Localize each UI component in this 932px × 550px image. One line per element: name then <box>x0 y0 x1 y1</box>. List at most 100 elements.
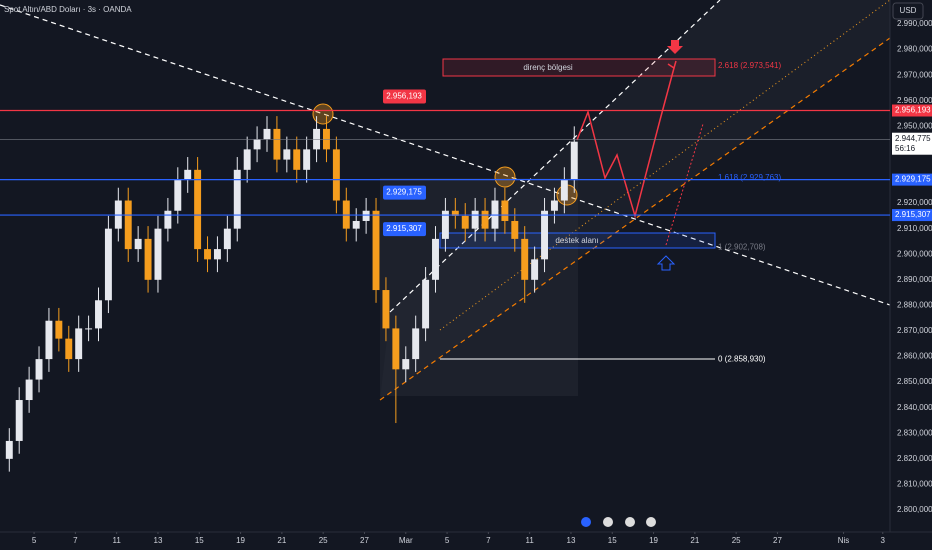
candle-body <box>263 128 271 140</box>
x-tick-label: 7 <box>73 536 78 545</box>
candle-body <box>531 259 539 280</box>
candle-body <box>154 228 162 280</box>
candle-body <box>432 238 439 280</box>
candle-body <box>243 149 251 170</box>
y-tick-label: 2.810,000 <box>897 480 932 489</box>
event-icon <box>646 517 656 527</box>
candle-body <box>352 220 360 229</box>
x-tick-label: Nis <box>838 536 850 545</box>
candle-body <box>303 149 311 170</box>
x-tick-label: 5 <box>445 536 450 545</box>
level-tag: 2.956,193 <box>386 92 422 101</box>
candle-body <box>392 328 400 370</box>
x-tick-label: 15 <box>608 536 617 545</box>
candle-body <box>402 359 410 370</box>
y-tick-label: 2.880,000 <box>897 300 932 309</box>
fib-label: 1 (2.902,708) <box>718 242 766 251</box>
drawings <box>0 0 891 527</box>
candle-body <box>5 440 13 459</box>
x-tick-label: 11 <box>526 536 535 545</box>
candle-body <box>134 238 142 250</box>
y-tick-label: 2.950,000 <box>897 121 932 130</box>
candle-body <box>55 320 63 339</box>
y-tick-label: 2.890,000 <box>897 275 932 284</box>
candle-body <box>184 169 192 181</box>
y-tick-label: 2.840,000 <box>897 403 932 412</box>
y-tick-label: 2.830,000 <box>897 428 932 437</box>
currency-button[interactable] <box>892 2 924 20</box>
x-tick-label: 19 <box>649 536 658 545</box>
x-tick-label: 27 <box>773 536 782 545</box>
candle-body <box>194 169 202 250</box>
level-tag-bg <box>383 222 426 237</box>
candle-body <box>481 210 489 229</box>
candle-body <box>313 128 321 150</box>
candle-body <box>560 180 568 201</box>
candle-body <box>253 139 261 150</box>
x-tick-label: 5 <box>32 536 37 545</box>
y-tick-label: 2.850,000 <box>897 377 932 386</box>
x-tick-label: 21 <box>690 536 699 545</box>
price-label: 2.956,193 <box>895 106 931 115</box>
y-tick-label: 2.970,000 <box>897 70 932 79</box>
y-tick-label: 2.800,000 <box>897 505 932 514</box>
candle-body <box>332 149 340 201</box>
candle-body <box>35 359 43 380</box>
candle-body <box>382 290 390 329</box>
candle-body <box>104 228 112 301</box>
touch-circle <box>312 103 334 125</box>
x-tick-label: 15 <box>195 536 204 545</box>
candle-body <box>521 238 529 280</box>
y-tick-label: 2.980,000 <box>897 45 932 54</box>
level-tag: 2.915,307 <box>386 224 422 233</box>
price-label-bg <box>892 209 932 222</box>
candle-body <box>471 210 479 229</box>
candle-body <box>362 210 370 221</box>
level-tag: 2.929,175 <box>386 188 422 197</box>
candle-body <box>570 141 578 181</box>
fib-label: 1.618 (2.929,763) <box>718 173 781 182</box>
x-tick-label: 11 <box>113 536 122 545</box>
candle-body <box>501 200 509 221</box>
projection-arrow <box>667 60 677 70</box>
down-arrow <box>667 40 683 54</box>
candle-body <box>174 180 182 211</box>
candle-body <box>461 215 469 229</box>
x-tick-label: 25 <box>732 536 741 545</box>
support-zone <box>439 232 716 249</box>
zone-label: direnç bölgesi <box>523 63 573 72</box>
price-label-bg <box>892 104 932 117</box>
y-tick-label: 2.870,000 <box>897 326 932 335</box>
candle-body <box>283 149 291 160</box>
y-tick-label: 2.820,000 <box>897 454 932 463</box>
candle-body <box>213 249 221 260</box>
y-tick-label: 2.900,000 <box>897 249 932 258</box>
current-price-bg <box>892 132 932 155</box>
chart-title: Spot Altın/ABD Doları · 3s · OANDA <box>4 5 132 14</box>
candle-body <box>412 328 420 360</box>
price-label: 2.929,175 <box>895 175 931 184</box>
x-tick-label: 13 <box>567 536 576 545</box>
candle-body <box>223 228 231 250</box>
candle-body <box>441 210 449 239</box>
up-arrow <box>656 255 676 271</box>
candle-body <box>233 169 241 229</box>
zone-label: destek alanı <box>555 236 598 245</box>
projection-path <box>576 67 675 219</box>
currency[interactable]: USD <box>900 6 917 15</box>
candle-body <box>85 328 93 330</box>
candle-body <box>95 300 102 329</box>
x-tick-label: 21 <box>277 536 286 545</box>
candle-body <box>541 210 549 260</box>
candle-body <box>293 149 301 170</box>
candle-body <box>422 279 430 329</box>
candle-body <box>204 249 211 260</box>
candle-body <box>550 200 558 211</box>
touch-circle <box>494 166 516 188</box>
trend-line <box>0 4 891 306</box>
event-icons <box>581 517 656 527</box>
level-tag-bg <box>383 185 426 200</box>
y-tick-label: 2.920,000 <box>897 198 932 207</box>
candle-body <box>273 128 281 160</box>
